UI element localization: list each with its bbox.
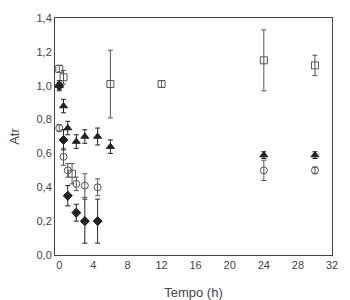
svg-text:20: 20 [224, 259, 236, 271]
svg-text:0,2: 0,2 [37, 215, 52, 227]
svg-text:4: 4 [90, 259, 96, 271]
svg-text:1,4: 1,4 [37, 12, 52, 24]
svg-text:16: 16 [190, 259, 202, 271]
svg-text:0,0: 0,0 [37, 249, 52, 261]
svg-text:1,2: 1,2 [37, 46, 52, 58]
svg-text:32: 32 [326, 259, 338, 271]
svg-text:1,0: 1,0 [37, 80, 52, 92]
svg-text:0,8: 0,8 [37, 113, 52, 125]
svg-text:24: 24 [258, 259, 270, 271]
svg-text:28: 28 [292, 259, 304, 271]
svg-text:Atr: Atr [7, 128, 22, 145]
svg-text:0,6: 0,6 [37, 147, 52, 159]
svg-text:8: 8 [124, 259, 130, 271]
svg-text:0,4: 0,4 [37, 181, 52, 193]
svg-text:12: 12 [155, 259, 167, 271]
svg-text:0: 0 [56, 259, 62, 271]
svg-text:Tempo (h): Tempo (h) [164, 285, 223, 300]
